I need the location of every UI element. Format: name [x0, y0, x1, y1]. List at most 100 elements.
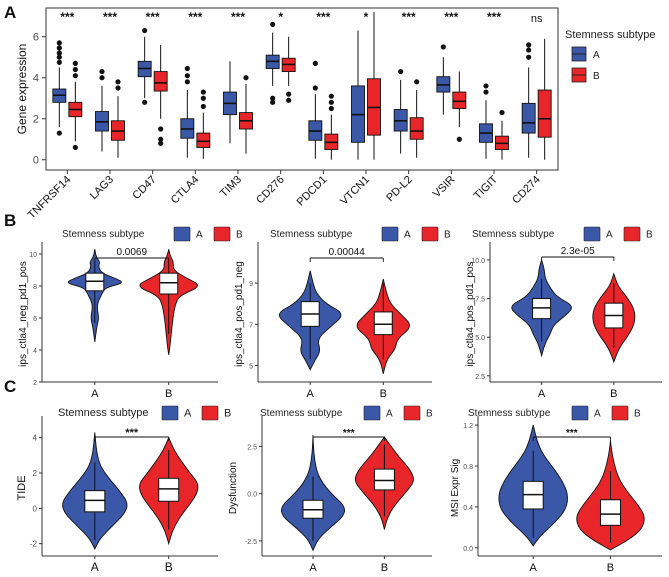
legend-key-b: B [571, 67, 600, 83]
legend-key-a: A [381, 226, 411, 242]
outlier-point [158, 140, 164, 146]
legend-key-label: A [196, 230, 203, 241]
outlier-point [440, 44, 446, 50]
violin-group-a [279, 270, 342, 371]
legend: Stemness subtype A B [270, 226, 451, 242]
legend: Stemness subtype A B [62, 226, 243, 242]
legend-swatch [161, 405, 179, 421]
y-axis-label: ips_ctla4_pos_pd1_pos [465, 261, 476, 366]
outlier-point [200, 89, 206, 95]
significance-label: ns [531, 13, 543, 25]
x-tick-label: A [91, 560, 99, 574]
panel-b3-violin: Stemness subtype A B 2.5 5.0 7.5 10.0ips_ctla4… [465, 226, 662, 400]
x-tick-label: CD47 [130, 174, 158, 202]
legend-key-a-label: A [593, 50, 600, 61]
p-value-label: *** [125, 427, 139, 439]
outlier-point [56, 59, 62, 65]
y-axis-label: TIDE [16, 475, 28, 500]
violin-group-a [67, 249, 122, 343]
x-tick-label: LAG3 [88, 174, 116, 202]
violin-group-b [139, 436, 199, 546]
legend-key-label: B [236, 230, 243, 241]
box-b [409, 117, 424, 140]
violin-group-b [592, 272, 636, 364]
outlier-point [499, 109, 505, 116]
legend-swatch [403, 405, 421, 421]
x-tick-label: A [538, 388, 546, 400]
outlier-point [72, 66, 78, 73]
x-tick-label: VSIR [431, 174, 458, 201]
outlier-point [286, 91, 292, 97]
outlier-point [526, 47, 532, 53]
outlier-point [414, 79, 420, 85]
box-a [521, 102, 536, 134]
outlier-point [270, 95, 276, 101]
y-tick-label: 4 [33, 348, 37, 355]
legend: Stemness subtype A B [472, 226, 653, 242]
p-value-label: *** [343, 428, 355, 439]
significance-label: *** [316, 10, 330, 24]
y-tick-label: 4 [33, 434, 38, 443]
legend-key-label: B [444, 230, 451, 241]
legend-key-label: A [386, 409, 393, 420]
legend-key-b-label: B [593, 71, 600, 82]
outlier-point [56, 130, 62, 136]
x-tick-label: CTLA4 [169, 174, 202, 207]
legend-title: Stemness subtype [472, 229, 555, 240]
y-tick-label: 0.0 [463, 546, 473, 553]
outlier-point [312, 60, 318, 66]
legend-key-label: A [404, 230, 411, 241]
significance-label: * [364, 10, 369, 24]
box-b [196, 132, 211, 148]
y-tick-label: 7 [249, 322, 253, 329]
y-tick-label: -2 [30, 540, 38, 549]
p-value-label: 0.00044 [329, 247, 366, 258]
legend-key-b: B [611, 405, 641, 421]
violin-group-b [354, 436, 414, 530]
outlier-point [526, 54, 532, 60]
legend-key-label: B [224, 408, 231, 420]
significance-label: *** [487, 10, 501, 24]
gene-group-pd-l2: PD-L2 *** [384, 10, 424, 204]
significance-label: *** [103, 10, 117, 24]
outlier-point [158, 126, 164, 132]
outlier-point [184, 73, 190, 79]
legend-key-label: A [606, 230, 613, 241]
legend-key-label: B [634, 409, 641, 420]
legend-key-a: A [571, 46, 600, 62]
x-tick-label: CD276 [254, 174, 287, 207]
y-axis-label: ips_ctla4_pos_pd1_neg [234, 261, 245, 367]
outlier-point [456, 136, 462, 142]
legend-key-a: A [173, 226, 203, 242]
outlier-point [286, 97, 292, 103]
outlier-point [142, 27, 148, 34]
box-b [153, 71, 168, 92]
y-tick-label: 0 [33, 155, 39, 167]
y-tick-label: 5.0 [475, 335, 485, 342]
legend-title: Stemness subtype [58, 407, 149, 419]
legend-swatch [583, 226, 601, 242]
violin-group-b [576, 440, 645, 551]
x-tick-label: TNFRSF14 [26, 174, 74, 222]
outlier-point [56, 45, 62, 51]
x-tick-label: PDCD1 [295, 174, 330, 209]
y-tick-label: 0.8 [463, 464, 473, 471]
y-tick-label: 9 [249, 281, 253, 288]
violin-group-a [62, 432, 128, 550]
gene-group-cd47: CD47 *** [130, 10, 168, 202]
outlier-point [72, 73, 78, 79]
legend-swatch [381, 226, 399, 242]
outlier-point [115, 79, 121, 85]
x-tick-label: TIM3 [218, 174, 244, 200]
legend-swatch [571, 405, 589, 421]
panel-c2-violin: Stemness subtype A B -2.5 0.0 2.5 Dysfunction A… [228, 405, 433, 574]
legend-key-b: B [421, 226, 451, 242]
y-tick-label: 5 [249, 364, 253, 371]
legend-title: Stemness subtype [270, 229, 353, 240]
x-tick-label: B [610, 388, 617, 400]
significance-label: *** [146, 10, 160, 24]
legend-key-b: B [201, 405, 231, 421]
outlier-point [142, 99, 148, 105]
panel-label-b: B [4, 211, 16, 230]
